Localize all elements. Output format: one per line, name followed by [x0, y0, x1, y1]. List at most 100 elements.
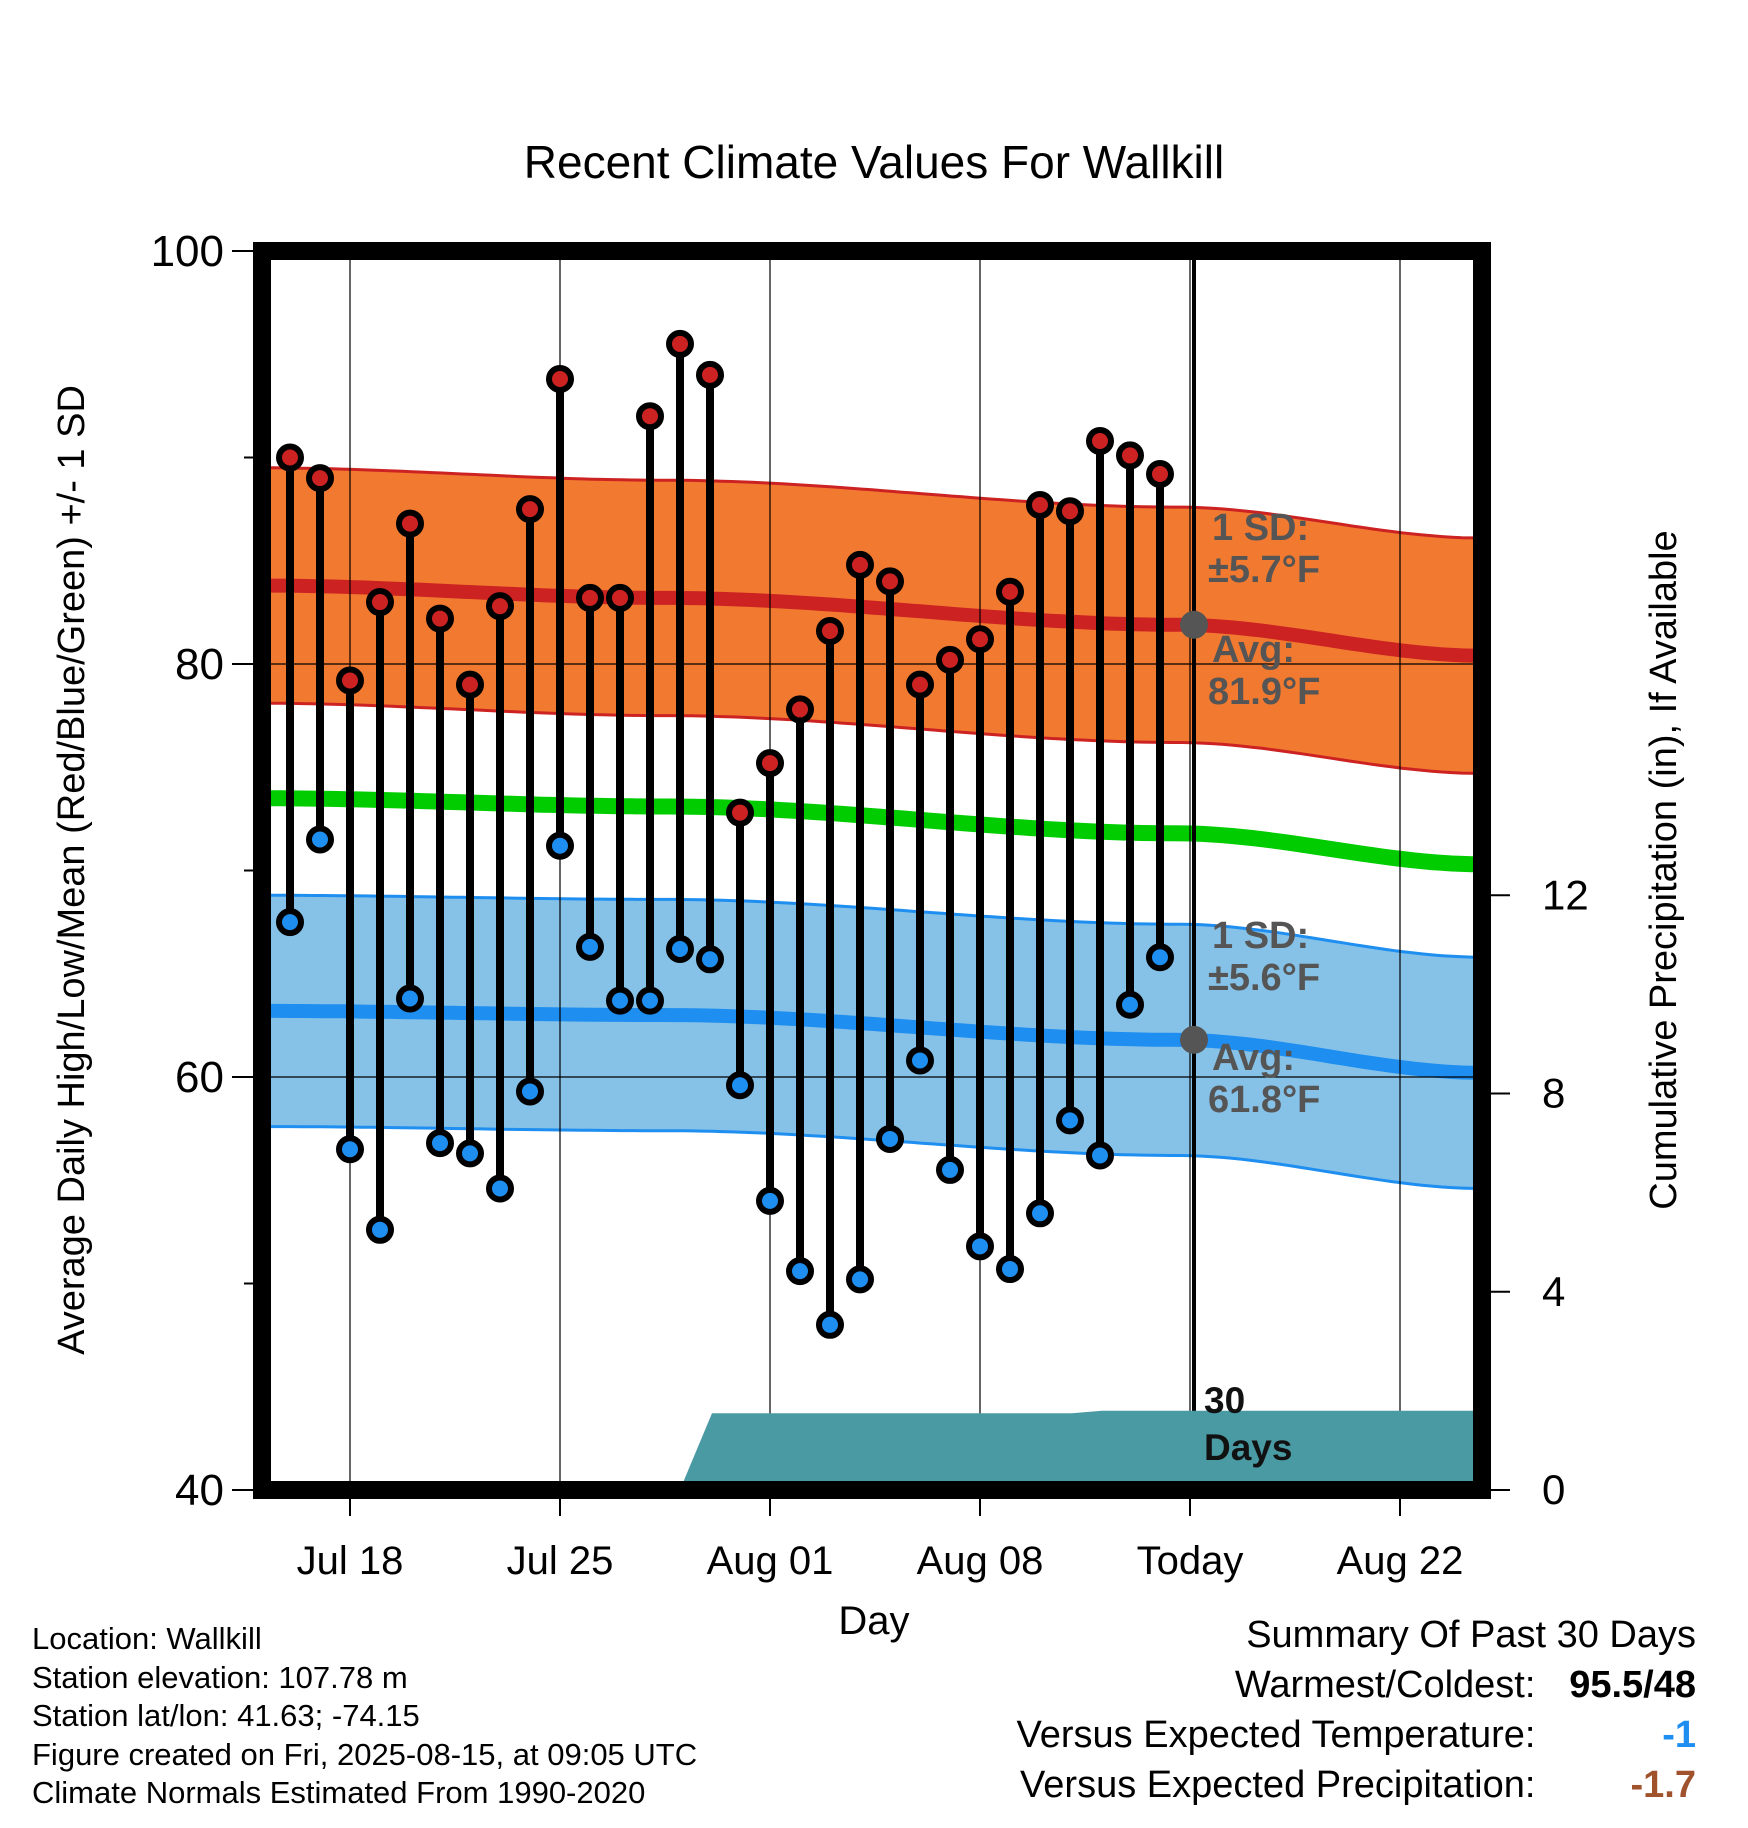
high-point — [936, 645, 964, 674]
right-tick-label: 4 — [1542, 1268, 1565, 1315]
warm-cold-value: 95.5/48 — [1569, 1664, 1696, 1706]
high-point — [1056, 497, 1084, 526]
low-point — [1056, 1106, 1084, 1135]
low-point — [846, 1265, 874, 1294]
right-y-axis-label: Cumulative Precipitation (in), If Availa… — [1643, 530, 1685, 1209]
low-point — [726, 1071, 754, 1100]
low-sd-band-lower-edge — [262, 1125, 1483, 1190]
high-point — [1026, 490, 1054, 519]
high-point — [576, 583, 604, 612]
low-point — [756, 1186, 784, 1215]
left-tick-label: 60 — [175, 1053, 224, 1102]
x-tick-label: Aug 08 — [917, 1539, 1044, 1583]
high-point — [876, 567, 904, 596]
low-point — [396, 984, 424, 1013]
high-point — [366, 588, 394, 617]
precipitation-area — [262, 1410, 1482, 1490]
grid-lines — [262, 251, 1482, 1490]
low-point — [546, 831, 574, 860]
low-point — [486, 1174, 514, 1203]
high-point — [786, 695, 814, 724]
x-tick-label: Jul 25 — [507, 1539, 614, 1583]
low-sd-label: 1 SD: — [1212, 915, 1309, 957]
high-point — [546, 365, 574, 394]
precip-value: -1.7 — [1630, 1764, 1696, 1806]
low-point — [426, 1129, 454, 1158]
high-point — [1116, 441, 1144, 470]
low-point — [456, 1139, 484, 1168]
high-point — [486, 592, 514, 621]
low-avg-label: Avg: — [1212, 1037, 1295, 1079]
high-sd-band-lower-edge — [261, 701, 1483, 775]
low-point — [1116, 990, 1144, 1019]
low-point — [996, 1255, 1024, 1284]
low-point — [876, 1124, 904, 1153]
left-tick-label: 40 — [175, 1466, 224, 1515]
precip-cumulative-area — [262, 1410, 1482, 1490]
x-tick-label: Jul 18 — [297, 1539, 404, 1583]
right-tick-label: 0 — [1542, 1466, 1565, 1513]
window-days-number: 30 — [1204, 1380, 1245, 1421]
high-point — [1146, 460, 1174, 489]
summary-title: Summary Of Past 30 Days — [1246, 1614, 1696, 1656]
high-point — [336, 666, 364, 695]
temp-label: Versus Expected Temperature: — [1016, 1714, 1536, 1756]
temp-value: -1 — [1662, 1714, 1696, 1756]
low-point — [696, 945, 724, 974]
high-point — [906, 670, 934, 699]
left-tick-label: 100 — [151, 227, 224, 276]
low-point — [1026, 1199, 1054, 1228]
x-tick-label: Aug 01 — [707, 1539, 834, 1583]
left-y-axis-label: Average Daily High/Low/Mean (Red/Blue/Gr… — [51, 385, 93, 1355]
axes: 40 60 80 100 0 4 8 12 Jul 18 Jul 25 Aug 01 Aug 08 To… — [51, 227, 1685, 1643]
low-point — [666, 934, 694, 963]
low-avg-value: 61.8°F — [1208, 1079, 1320, 1121]
low-sd-band-upper-edge — [262, 893, 1483, 959]
summary-panel: Summary Of Past 30 Days Warmest/Coldest:… — [1017, 1610, 1696, 1810]
normal-bands — [261, 466, 1483, 1190]
low-point — [1146, 943, 1174, 972]
high-point — [846, 550, 874, 579]
high-point — [306, 464, 334, 493]
low-sd-band — [262, 895, 1482, 1189]
high-sd-label: 1 SD: — [1212, 507, 1309, 549]
low-point — [636, 986, 664, 1015]
station-info: Location: Wallkill Station elevation: 10… — [32, 1620, 697, 1813]
high-point — [726, 798, 754, 827]
low-point — [786, 1257, 814, 1286]
high-sd-value: ±5.7°F — [1208, 549, 1320, 591]
right-tick-label: 12 — [1542, 871, 1589, 918]
low-point — [966, 1232, 994, 1261]
high-avg-label: Avg: — [1212, 629, 1295, 671]
x-tick-label: Aug 22 — [1337, 1539, 1464, 1583]
low-point — [516, 1077, 544, 1106]
low-point — [576, 932, 604, 961]
low-avg-line — [262, 1003, 1483, 1080]
high-point — [756, 749, 784, 778]
temp-row: Versus Expected Temperature: -1 — [1017, 1710, 1696, 1760]
high-point — [456, 670, 484, 699]
low-point — [936, 1155, 964, 1184]
high-point — [1086, 426, 1114, 455]
precip-row: Versus Expected Precipitation: -1.7 — [1017, 1760, 1696, 1810]
low-point — [1086, 1141, 1114, 1170]
normals-text: Climate Normals Estimated From 1990-2020 — [32, 1775, 646, 1810]
location-text: Location: Wallkill — [32, 1621, 262, 1656]
created-text: Figure created on Fri, 2025-08-15, at 09… — [32, 1736, 698, 1772]
right-tick-label: 8 — [1542, 1070, 1565, 1117]
high-point — [966, 625, 994, 654]
high-avg-value: 81.9°F — [1208, 671, 1320, 713]
daily-temperature-stems — [276, 329, 1174, 1339]
latlon-text: Station lat/lon: 41.63; -74.15 — [32, 1698, 420, 1733]
low-point — [816, 1310, 844, 1339]
high-point — [816, 616, 844, 645]
high-point — [996, 577, 1024, 606]
low-point — [276, 908, 304, 937]
warm-cold-row: Warmest/Coldest: 95.5/48 — [1017, 1660, 1696, 1710]
high-sd-band-upper-edge — [262, 466, 1483, 540]
high-point — [276, 443, 304, 472]
low-sd-value: ±5.6°F — [1208, 957, 1320, 999]
x-tick-label: Today — [1137, 1539, 1244, 1583]
